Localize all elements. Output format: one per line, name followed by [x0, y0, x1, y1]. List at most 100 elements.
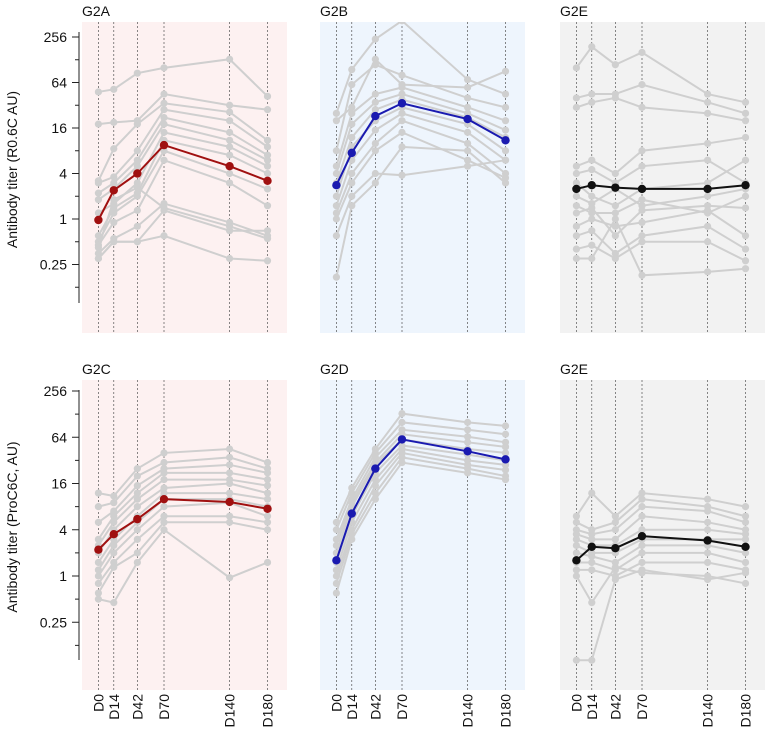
individual-series-point: [398, 171, 406, 179]
individual-series-point: [133, 69, 141, 77]
individual-series-line: [335, 145, 507, 278]
individual-series-point: [263, 489, 272, 497]
x-tick-label: D14: [106, 694, 122, 720]
individual-series-point: [611, 518, 619, 526]
x-tick-label: D0: [568, 694, 584, 712]
individual-series-point: [263, 143, 272, 151]
individual-series-point: [160, 458, 168, 467]
individual-series-point: [588, 489, 596, 497]
individual-series-line: [97, 102, 269, 182]
individual-series-point: [611, 575, 619, 584]
individual-series-point: [464, 156, 472, 164]
individual-series-point: [464, 75, 472, 84]
individual-series-point: [741, 204, 750, 212]
individual-series-point: [704, 206, 712, 214]
individual-series-point: [704, 558, 712, 567]
individual-series-point: [588, 90, 596, 98]
individual-series-point: [588, 241, 596, 249]
individual-series-point: [611, 254, 619, 263]
x-tick-label: D180: [260, 694, 276, 728]
individual-series-point: [572, 169, 581, 178]
individual-series-point: [332, 589, 340, 597]
individual-series-point: [741, 579, 750, 588]
individual-series-point: [638, 512, 646, 520]
mean-series-point: [703, 184, 712, 194]
individual-series-point: [226, 151, 234, 159]
individual-series-point: [226, 574, 234, 582]
individual-series-point: [160, 99, 168, 107]
individual-series-point: [263, 558, 272, 567]
individual-series-point: [704, 507, 712, 515]
individual-series-line: [575, 491, 746, 518]
individual-series-point: [741, 558, 750, 567]
individual-series-point: [133, 465, 141, 473]
individual-series-point: [110, 238, 118, 246]
individual-series-point: [110, 196, 118, 204]
mean-series-point: [741, 542, 750, 551]
individual-series-point: [704, 90, 712, 98]
individual-series-line: [97, 158, 269, 246]
mean-series-point: [225, 161, 234, 171]
individual-series-point: [638, 238, 646, 246]
individual-series-point: [133, 162, 141, 170]
individual-series-point: [588, 254, 596, 263]
individual-series-point: [348, 65, 356, 74]
individual-series-line: [97, 501, 268, 577]
individual-series-point: [110, 179, 118, 187]
individual-series-point: [741, 257, 750, 265]
individual-series-point: [572, 232, 581, 240]
individual-series-point: [464, 426, 472, 434]
individual-series-point: [704, 192, 712, 200]
individual-series-point: [133, 549, 141, 557]
individual-series-point: [704, 139, 712, 148]
individual-series-line: [335, 93, 506, 174]
individual-series-point: [94, 595, 102, 603]
individual-series-point: [501, 156, 510, 164]
individual-series-point: [226, 469, 234, 477]
individual-series-point: [133, 495, 141, 503]
individual-series-point: [371, 55, 379, 63]
individual-series-point: [133, 503, 141, 511]
individual-series-point: [263, 512, 272, 520]
individual-series-point: [348, 133, 356, 142]
individual-series-point: [741, 232, 750, 240]
individual-series-point: [94, 243, 102, 252]
individual-series-point: [464, 128, 472, 136]
individual-series-point: [588, 566, 596, 574]
x-tick-label: D70: [156, 694, 172, 720]
individual-series-point: [160, 449, 168, 457]
mean-series-point: [133, 169, 142, 178]
individual-series-point: [133, 238, 141, 246]
individual-series-point: [704, 268, 712, 276]
individual-series-point: [263, 235, 272, 243]
individual-series-line: [97, 234, 268, 262]
individual-series-point: [501, 179, 510, 187]
individual-series-point: [588, 43, 596, 51]
individual-series-point: [348, 202, 356, 210]
individual-series-point: [133, 535, 141, 543]
individual-series-point: [638, 566, 646, 574]
x-tick-label: D140: [700, 694, 716, 728]
y-axis-title: Antibody titer (R0.6C AU): [4, 91, 20, 248]
mean-series-point: [225, 497, 234, 507]
individual-series-point: [263, 202, 272, 210]
y-tick-label: 256: [44, 29, 68, 45]
individual-series-point: [588, 98, 596, 106]
individual-series-point: [110, 499, 118, 507]
individual-series-point: [94, 518, 102, 526]
mean-series-point: [572, 556, 581, 565]
individual-series-point: [371, 90, 379, 98]
y-tick-label: 16: [51, 120, 67, 136]
individual-series-group: [94, 55, 272, 265]
individual-series-point: [263, 136, 272, 144]
individual-series-point: [160, 518, 168, 526]
individual-series-point: [226, 254, 234, 263]
individual-series-point: [160, 503, 168, 511]
individual-series-point: [741, 549, 750, 557]
y-tick-label: 64: [51, 75, 67, 91]
individual-series-line: [335, 461, 506, 594]
panel-title: G2B: [320, 3, 348, 19]
individual-series-point: [704, 518, 712, 526]
individual-series-point: [572, 512, 581, 520]
individual-series-point: [704, 549, 712, 557]
